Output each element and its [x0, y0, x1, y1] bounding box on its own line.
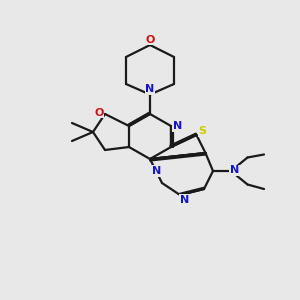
Text: N: N: [146, 84, 154, 94]
Text: S: S: [199, 126, 206, 136]
Text: O: O: [94, 107, 104, 118]
Text: O: O: [145, 35, 155, 45]
Text: N: N: [173, 121, 182, 131]
Text: N: N: [230, 165, 239, 176]
Text: N: N: [152, 166, 161, 176]
Text: N: N: [180, 195, 189, 205]
